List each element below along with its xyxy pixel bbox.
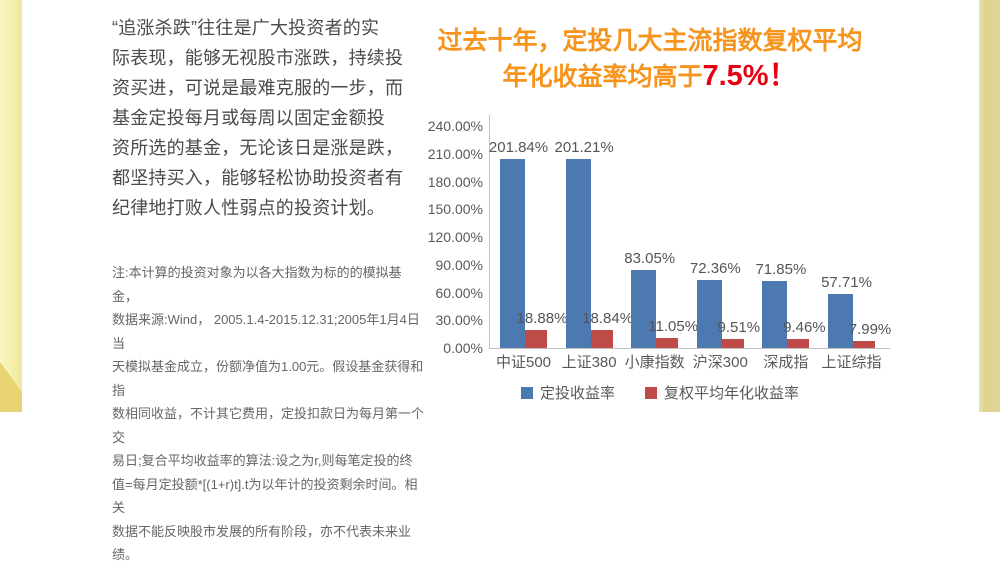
- chart-title-line1: 过去十年，定投几大主流指数复权平均: [437, 27, 863, 55]
- intro-paragraph: “追涨杀跌”往往是广大投资者的实 际表现，能够无视股市涨跌，持续投 资买进，可说…: [112, 18, 404, 218]
- chart-bar-s2-c1: [525, 330, 547, 348]
- chart-bar-s2-c3: [656, 337, 679, 348]
- chart-category-label-3: 小康指数: [624, 354, 685, 371]
- chart-bar-label-s1-c5: 71.85%: [755, 260, 807, 278]
- left-decor-strip: [0, 0, 22, 412]
- chart-bar-label-s1-c3: 83.05%: [624, 250, 676, 268]
- chart-bar-label-s2-c1: 18.88%: [516, 310, 568, 328]
- chart-category-label-4: 沪深300: [692, 354, 748, 371]
- chart-bar-label-s2-c6: 7.99%: [848, 320, 892, 338]
- legend-item-2: 复权平均年化收益率: [645, 382, 799, 403]
- footnote-text: 注:本计算的投资对象为以各大指数为标的的模拟基金， 数据来源:Wind， 200…: [112, 265, 425, 562]
- chart-ytick-8: 0.00%: [443, 340, 483, 356]
- chart-ytick-4: 120.00%: [427, 229, 483, 245]
- chart-bar-s1-c6: [828, 293, 853, 348]
- chart-bar-s2-c2: [590, 330, 613, 348]
- legend-swatch-icon: [645, 386, 657, 399]
- chart-bar-label-s2-c4: 9.51%: [717, 319, 761, 337]
- chart-title-line2: 年化收益率均高于7.5%！: [420, 59, 880, 95]
- chart-legend: 定投收益率 复权平均年化收益率: [420, 382, 900, 403]
- legend-label-1: 定投收益率: [539, 385, 615, 402]
- chart-category-label-6: 上证综指: [821, 354, 882, 371]
- x-axis-line: [489, 348, 890, 349]
- chart-bar-label-s2-c2: 18.84%: [582, 310, 634, 328]
- chart-title-highlight: 7.5%！: [702, 60, 798, 92]
- chart-bar-label-s2-c3: 11.05%: [648, 317, 699, 335]
- chart-bar-s1-c1: [500, 158, 525, 348]
- chart-ytick-3: 150.00%: [427, 201, 483, 218]
- y-axis-line: [489, 115, 490, 349]
- chart-bar-s1-c5: [762, 280, 788, 348]
- chart-bar-s1-c3: [631, 270, 657, 348]
- chart-bar-s1-c4: [696, 280, 722, 348]
- bar-chart: 定投收益率 复权平均年化收益率 240.00% 210.00% 180.00% 150.…: [420, 110, 910, 412]
- right-decor-strip: [979, 0, 1000, 412]
- chart-ytick-6: 60.00%: [435, 284, 483, 301]
- chart-bar-s2-c5: [787, 339, 810, 348]
- chart-bar-label-s2-c5: 9.46%: [783, 319, 826, 337]
- chart-bar-label-s1-c6: 57.71%: [821, 273, 872, 291]
- chart-bar-s1-c2: [565, 159, 591, 348]
- chart-bar-label-s1-c1: 201.84%: [488, 138, 549, 156]
- chart-ytick-5: 90.00%: [435, 256, 483, 273]
- chart-category-label-2: 上证380: [561, 354, 617, 371]
- chart-category-label-1: 中证500: [495, 354, 552, 371]
- chart-ytick-7: 30.00%: [435, 312, 483, 329]
- chart-title-line2-prefix: 年化收益率均高于: [502, 63, 703, 91]
- legend-label-2: 复权平均年化收益率: [664, 385, 800, 402]
- chart-title: 过去十年，定投几大主流指数复权平均 年化收益率均高于7.5%！: [420, 24, 880, 95]
- chart-ytick-2: 180.00%: [427, 173, 483, 190]
- chart-bar-label-s1-c2: 201.21%: [554, 139, 614, 157]
- chart-bar-s2-c4: [721, 339, 744, 348]
- chart-ytick-1: 210.00%: [427, 145, 483, 162]
- legend-item-1: 定投收益率: [520, 382, 615, 403]
- chart-ytick-0: 240.00%: [427, 118, 483, 134]
- chart-category-label-5: 深成指: [763, 354, 809, 371]
- chart-bar-s2-c6: [853, 340, 875, 348]
- legend-swatch-icon: [520, 386, 533, 399]
- chart-bar-label-s1-c4: 72.36%: [689, 260, 741, 278]
